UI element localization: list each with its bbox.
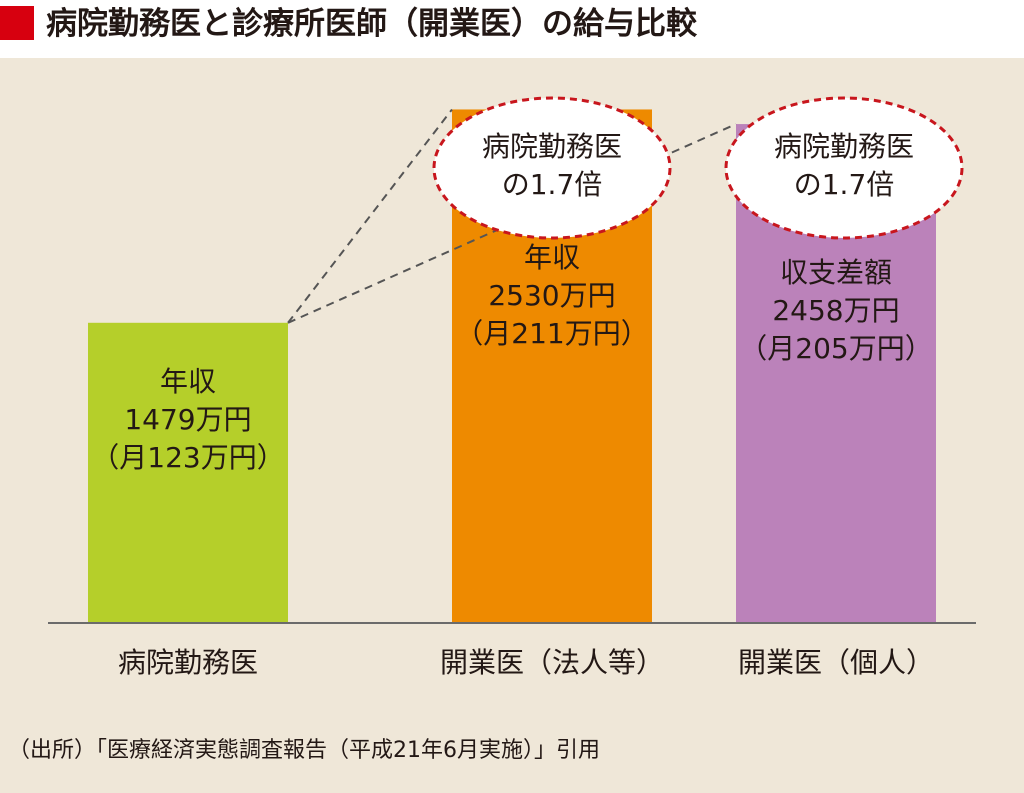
bar-label-line: 年収 [159,364,216,398]
category-label-2: 開業医（法人等） [439,646,664,679]
source-note: （出所）「医療経済実態調査報告（平成21年6月実施）」引用 [8,738,600,763]
bar-label-line: （月211万円） [455,317,649,351]
title-marker [0,6,34,40]
annotation-line: 病院勤務医 [773,130,914,163]
annotation-line: の1.7倍 [501,168,603,201]
annotation-line: 病院勤務医 [481,130,622,163]
bar-chart [48,96,976,624]
bar-label-2: 年収 2530万円 （月211万円） [452,239,652,353]
bar-label-line: （月123万円） [91,440,285,474]
bar-label-line: 年収 [523,241,580,275]
category-label-1: 病院勤務医 [117,646,258,679]
annotation-line: の1.7倍 [793,168,895,201]
category-label-3: 開業医（個人） [737,646,934,679]
annotation-text-2: 病院勤務医の1.7倍 [724,128,964,204]
comparison-connector-1 [287,108,453,324]
annotation-text-1: 病院勤務医の1.7倍 [432,128,672,204]
header: 病院勤務医と診療所医師（開業医）の給与比較 [0,0,1024,58]
chart-title: 病院勤務医と診療所医師（開業医）の給与比較 [46,6,697,42]
bar-1 [88,322,288,623]
bar-label-line: 2530万円 [488,279,616,313]
annotation-bubble-2 [724,96,964,240]
bar-label-3: 収支差額 2458万円 （月205万円） [736,254,936,368]
bar-label-line: 1479万円 [124,402,252,436]
bar-label-line: 収支差額 [779,256,892,290]
bar-label-line: 2458万円 [772,294,900,328]
annotation-bubble-1 [432,96,672,240]
bar-label-line: （月205万円） [739,332,933,366]
bar-label-1: 年収 1479万円 （月123万円） [88,363,288,477]
